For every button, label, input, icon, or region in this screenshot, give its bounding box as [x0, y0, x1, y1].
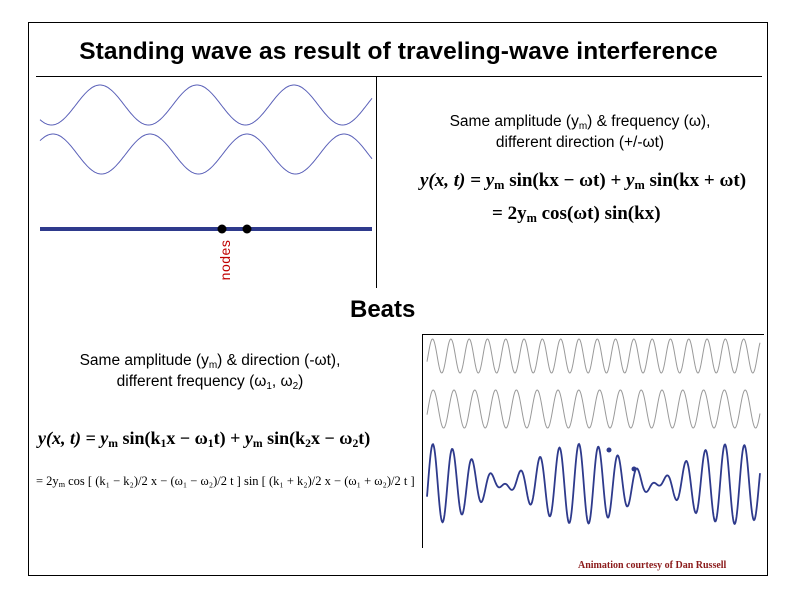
beats-component-wave-1 [426, 338, 761, 374]
beats-heading: Beats [350, 296, 416, 323]
standing-caption-line2: different direction (+/-ωt) [495, 134, 665, 151]
animation-credit: Animation courtesy of Dan Russell [578, 560, 727, 571]
beats-sum-wave [426, 442, 761, 526]
standing-caption: Same amplitude (ym) & frequency (ω), dif… [400, 111, 760, 153]
standing-panel-divider [376, 76, 377, 288]
node-dot [217, 224, 227, 234]
standing-equation-line2: = 2ym cos(ωt) sin(kx) [492, 203, 661, 226]
beats-caption-line1: Same amplitude (ym) & direction (-ωt), [79, 352, 341, 371]
standing-equation-line1: y(x, t) = ym sin(kx − ωt) + ym sin(kx + … [420, 170, 747, 193]
title-divider [36, 76, 762, 77]
standing-caption-line1: Same amplitude (ym) & frequency (ω), [449, 113, 711, 132]
node-dot [242, 224, 252, 234]
beats-marker-dot [631, 466, 637, 472]
beats-equation-line2: = 2ym cos [ (k₁ − k₂)/2 x − (ω₁ − ω₂)/2 … [36, 474, 415, 490]
traveling-wave-backward [39, 133, 373, 175]
beats-caption-line2: different frequency (ω1, ω2) [116, 373, 304, 392]
slide-title: Standing wave as result of traveling-wav… [79, 38, 718, 65]
beats-caption: Same amplitude (ym) & direction (-ωt), d… [30, 350, 390, 392]
beats-equation-line1: y(x, t) = ym sin(k1x − ω1t) + ym sin(k2x… [38, 428, 371, 450]
beats-marker-dot [606, 447, 612, 453]
beats-animation-frame-left [422, 334, 423, 548]
beats-animation-frame-top [422, 334, 764, 335]
traveling-wave-forward [39, 84, 373, 126]
slide-frame [28, 22, 768, 576]
beats-component-wave-2 [426, 389, 761, 429]
